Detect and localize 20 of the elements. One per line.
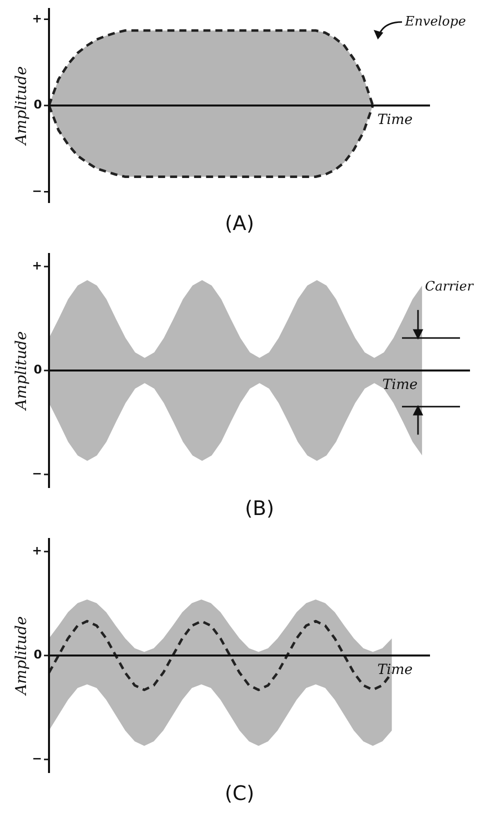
x-axis-title: Time [377, 112, 413, 128]
text: + [32, 544, 42, 558]
text: (A) [224, 211, 254, 236]
annotation: Carrier [425, 280, 474, 295]
text: + [32, 11, 42, 26]
x-axis-title: Time [382, 377, 418, 394]
text: − [32, 752, 42, 766]
y-axis-title: Amplitude [12, 66, 30, 147]
text: 0 [34, 648, 42, 662]
text: + [32, 258, 42, 273]
y-axis-title: Amplitude [12, 616, 30, 697]
text: − [32, 184, 42, 198]
text: − [32, 466, 42, 481]
text: (B) [244, 496, 274, 520]
y-axis-title: Amplitude [12, 331, 30, 412]
x-axis-title: Time [377, 662, 413, 678]
text: Envelope [404, 14, 466, 30]
text: 0 [34, 362, 42, 377]
text: 0 [34, 98, 42, 112]
text: (C) [224, 781, 254, 806]
